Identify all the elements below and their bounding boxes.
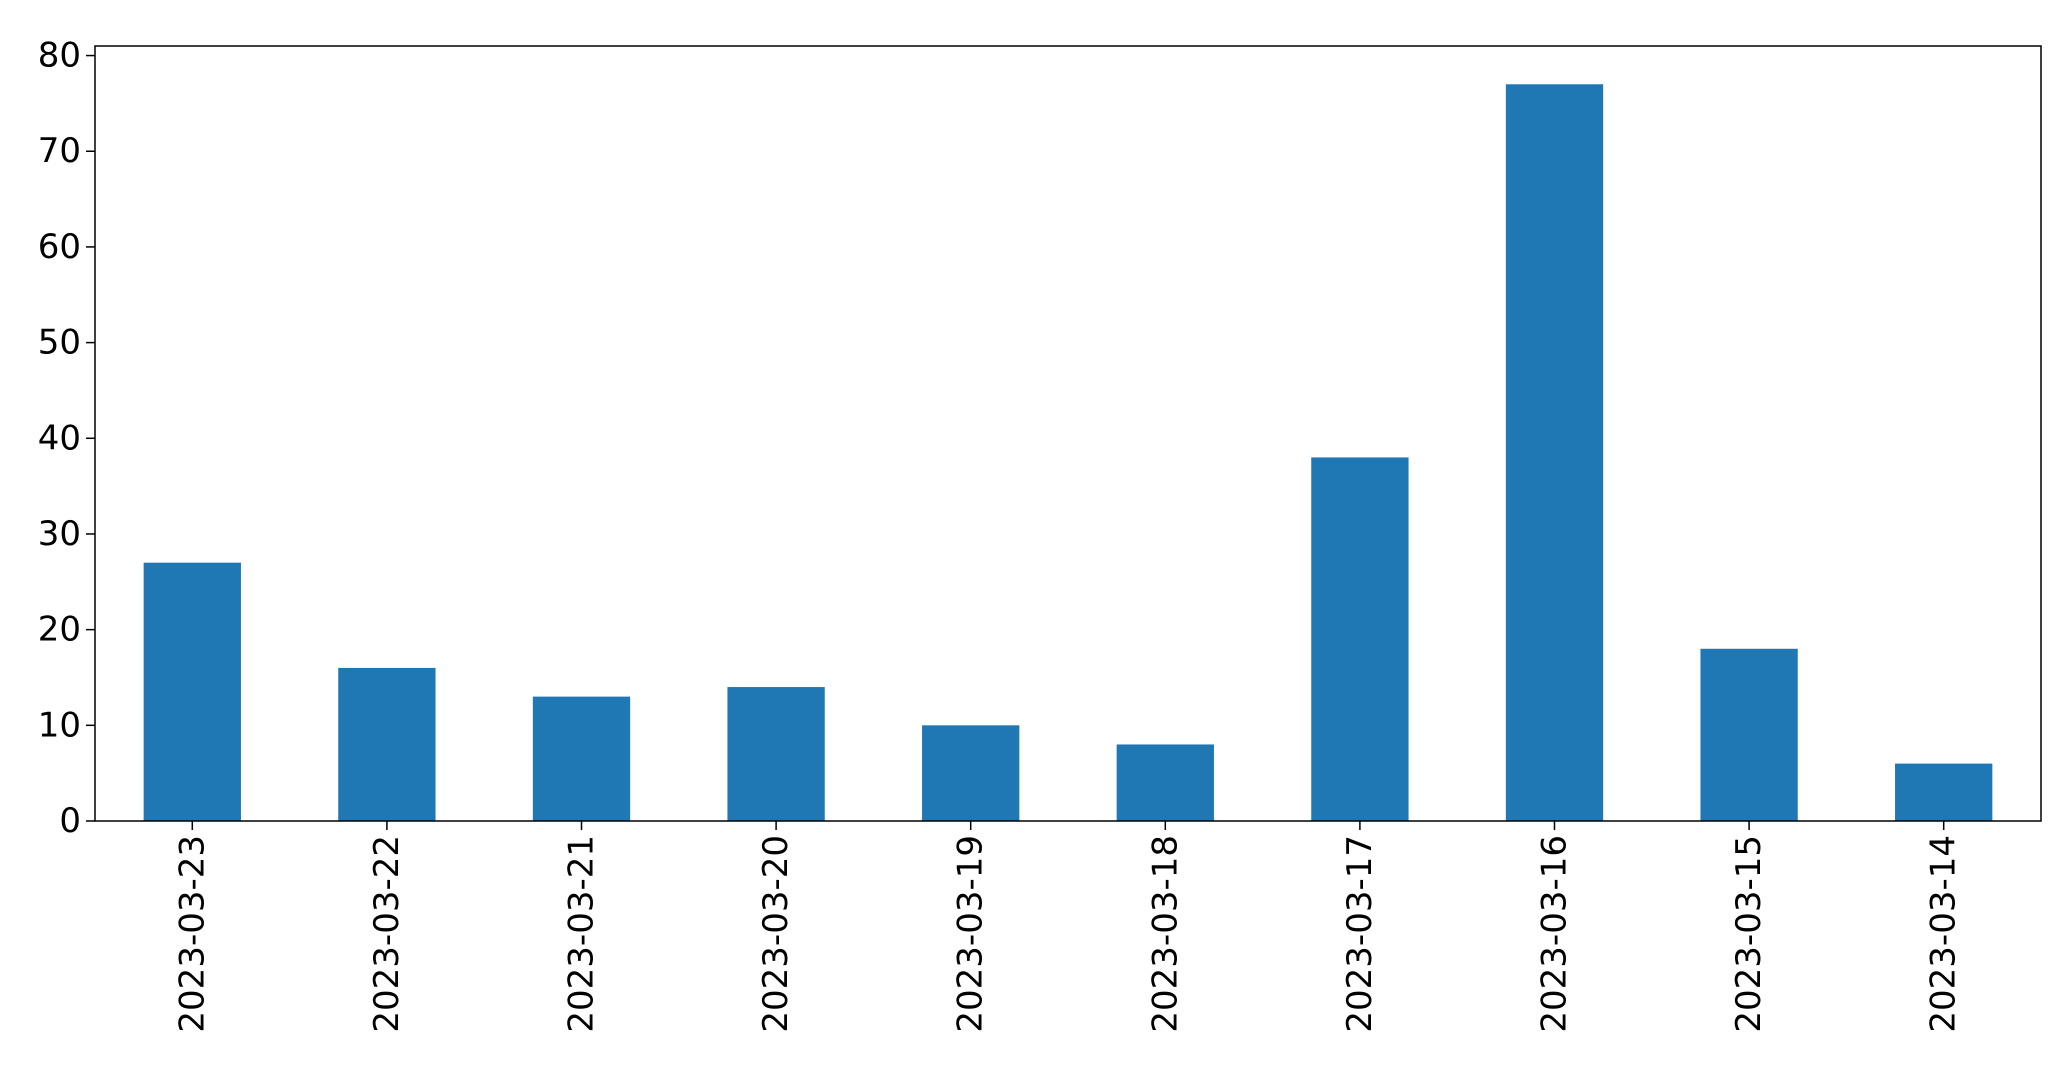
bar-2023-03-23 bbox=[143, 562, 241, 821]
y-tick-label: 80 bbox=[38, 36, 81, 76]
y-tick-label: 20 bbox=[38, 610, 81, 650]
bar-2023-03-22 bbox=[338, 667, 436, 821]
x-tick-label: 2023-03-17 bbox=[1340, 835, 1380, 1033]
bar-2023-03-17 bbox=[1311, 457, 1409, 821]
y-tick-label: 50 bbox=[38, 323, 81, 363]
y-tick-label: 40 bbox=[38, 418, 81, 458]
x-tick-label: 2023-03-20 bbox=[756, 835, 796, 1033]
bar-2023-03-21 bbox=[532, 696, 631, 821]
x-tick-label: 2023-03-18 bbox=[1145, 835, 1185, 1033]
x-tick-label: 2023-03-21 bbox=[562, 835, 602, 1033]
x-tick-label: 2023-03-22 bbox=[367, 835, 407, 1033]
x-axis: 2023-03-23 2023-03-22 2023-03-21 2023-03-20… bbox=[172, 821, 1964, 1033]
bar-2023-03-19 bbox=[922, 725, 1020, 821]
bar-2023-03-18 bbox=[1116, 744, 1214, 821]
y-tick-label: 60 bbox=[38, 227, 81, 267]
bar-2023-03-14 bbox=[1895, 763, 1993, 821]
x-tick-label: 2023-03-15 bbox=[1729, 835, 1769, 1033]
bar-2023-03-16 bbox=[1505, 84, 1604, 821]
bar-2023-03-15 bbox=[1700, 648, 1798, 821]
y-axis: 0 10 20 30 40 50 60 70 80 bbox=[38, 36, 95, 841]
bar-2023-03-20 bbox=[727, 687, 825, 821]
y-tick-label: 10 bbox=[38, 705, 81, 745]
y-tick-label: 70 bbox=[38, 131, 81, 171]
plot-frame bbox=[94, 45, 2042, 822]
x-tick-label: 2023-03-16 bbox=[1535, 835, 1575, 1033]
x-tick-label: 2023-03-14 bbox=[1924, 835, 1964, 1033]
x-tick-label: 2023-03-19 bbox=[951, 835, 991, 1033]
y-tick-label: 0 bbox=[59, 801, 81, 841]
x-tick-label: 2023-03-23 bbox=[172, 835, 212, 1033]
y-tick-label: 30 bbox=[38, 514, 81, 554]
bars-group bbox=[143, 84, 1993, 821]
